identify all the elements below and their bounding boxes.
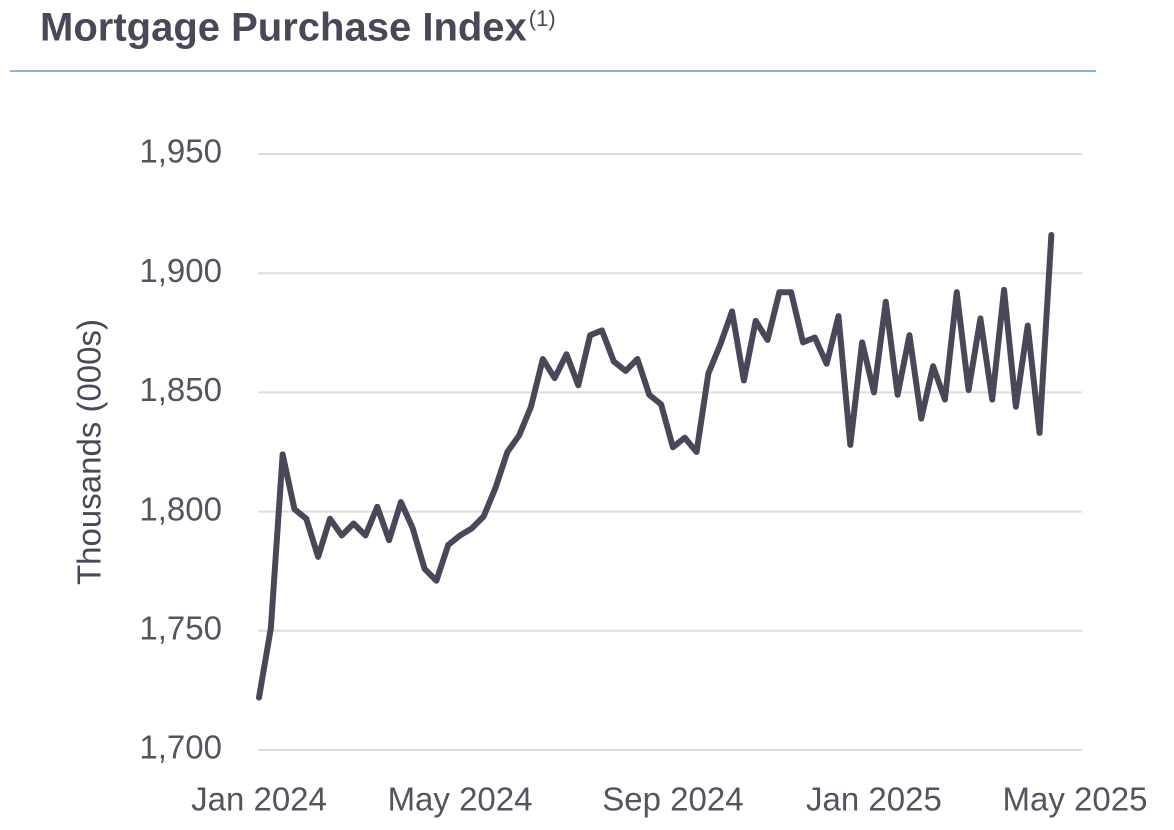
x-tick-label: May 2025 bbox=[1003, 781, 1148, 818]
y-tick-label: 1,850 bbox=[139, 371, 222, 408]
y-tick-label: 1,700 bbox=[139, 729, 222, 766]
y-tick-label: 1,750 bbox=[139, 610, 222, 647]
x-tick-label: May 2024 bbox=[388, 781, 533, 818]
x-tick-label: Sep 2024 bbox=[602, 781, 743, 818]
data-line bbox=[256, 232, 1055, 701]
x-tick-label: Jan 2024 bbox=[191, 781, 327, 818]
y-tick-label: 1,800 bbox=[139, 490, 222, 527]
y-tick-label: 1,950 bbox=[139, 133, 222, 170]
y-axis-label: Thousands (000s) bbox=[71, 319, 108, 585]
x-tick-label: Jan 2025 bbox=[806, 781, 942, 818]
y-tick-label: 1,900 bbox=[139, 252, 222, 289]
chart-title: Mortgage Purchase Index bbox=[40, 6, 527, 50]
title-superscript: (1) bbox=[529, 6, 556, 31]
